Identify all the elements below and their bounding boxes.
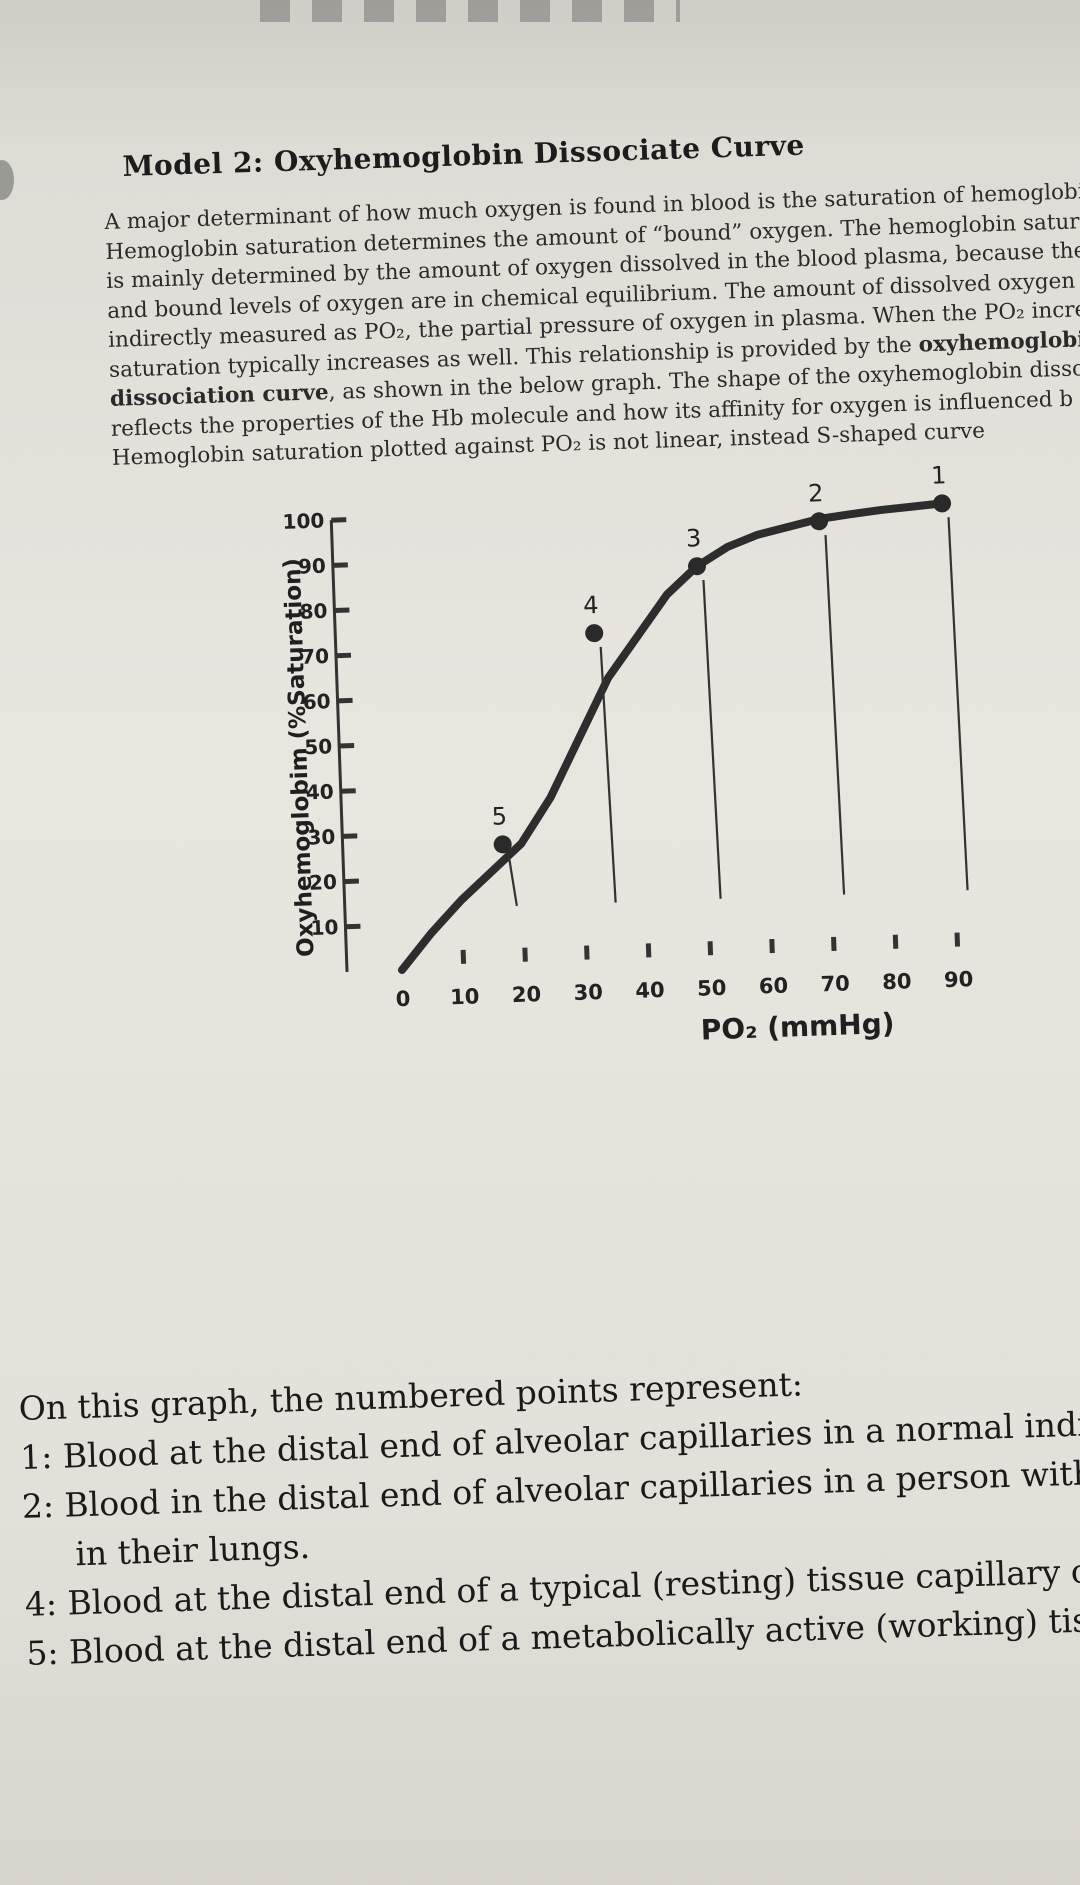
y-tick-mark xyxy=(335,652,352,659)
y-tick-label: 100 xyxy=(282,508,325,533)
y-tick-label: 80 xyxy=(299,599,328,624)
y-tick-mark xyxy=(345,923,361,930)
point-5-label: 5 xyxy=(491,802,507,831)
y-tick-mark xyxy=(340,788,356,794)
y-tick-label: 50 xyxy=(304,734,333,759)
y-tick-label: 30 xyxy=(307,825,336,850)
numbered-points-notes: On this graph, the numbered points repre… xyxy=(18,1349,1080,1677)
x-tick-label: 80 xyxy=(882,969,912,994)
page-title: Model 2: Oxyhemoglobin Dissociate Curve xyxy=(122,128,806,183)
x-tick-label: 60 xyxy=(758,974,788,999)
point-1-marker xyxy=(933,494,952,513)
x-tick-label: 30 xyxy=(573,980,603,1005)
point-3-marker xyxy=(687,557,706,576)
oxyhemoglobin-chart: 10 20 30 40 50 60 70 80 90 100 0 10 20 30 40 50 60 70 80 90… xyxy=(280,461,1080,1260)
x-tick-label: 90 xyxy=(944,967,974,992)
y-tick-mark xyxy=(331,517,347,523)
page-edge-shadow xyxy=(260,0,680,22)
y-tick-label: 10 xyxy=(310,915,339,940)
y-tick-label: 40 xyxy=(305,779,334,804)
point-2-label: 2 xyxy=(808,479,824,508)
intro-bold-dissociation: dissociation curve xyxy=(109,380,330,412)
y-tick-label: 20 xyxy=(309,870,338,895)
point-4-dropline xyxy=(599,646,617,903)
x-tick-label: 40 xyxy=(635,978,665,1003)
y-tick-mark xyxy=(332,562,348,568)
point-2-dropline xyxy=(824,534,846,895)
y-tick-label: 70 xyxy=(301,644,330,669)
point-1-label: 1 xyxy=(931,461,947,490)
x-tick-label: 10 xyxy=(450,984,480,1009)
y-tick-mark xyxy=(343,878,359,885)
y-tick-label: 90 xyxy=(298,554,327,579)
point-3-label: 3 xyxy=(686,524,702,553)
chart-svg: 10 20 30 40 50 60 70 80 90 100 0 10 20 30 40 50 60 70 80 90… xyxy=(280,461,974,1046)
x-tick-label: 20 xyxy=(511,982,541,1007)
x-tick-label: 50 xyxy=(697,976,727,1001)
oxyhemoglobin-curve xyxy=(398,499,947,974)
x-axis-label: PO₂ (mmHg) xyxy=(700,1007,895,1047)
y-tick-mark xyxy=(337,697,353,704)
point-2-marker xyxy=(810,512,829,531)
point-4-label: 4 xyxy=(583,591,599,620)
y-tick-label: 60 xyxy=(302,689,331,714)
intro-paragraph: A major determinant of how much oxygen i… xyxy=(104,177,1080,473)
chart-plot-group: 10 20 30 40 50 60 70 80 90 100 0 10 20 30 40 50 60 70 80 90… xyxy=(280,461,974,1047)
x-tick-label: 0 xyxy=(395,987,410,1011)
point-5-marker xyxy=(493,835,512,854)
y-tick-mark xyxy=(342,833,358,839)
point-5-dropline xyxy=(508,857,518,907)
point-1-dropline xyxy=(947,517,969,891)
intro-bold-term: oxyhemoglobi xyxy=(918,326,1080,357)
y-axis-line xyxy=(329,520,349,972)
x-tick-label: 70 xyxy=(820,971,850,996)
point-3-dropline xyxy=(702,579,722,899)
point-4-marker xyxy=(585,624,604,643)
y-tick-mark xyxy=(339,743,355,749)
y-tick-mark xyxy=(334,607,350,614)
binder-hole xyxy=(0,160,14,200)
